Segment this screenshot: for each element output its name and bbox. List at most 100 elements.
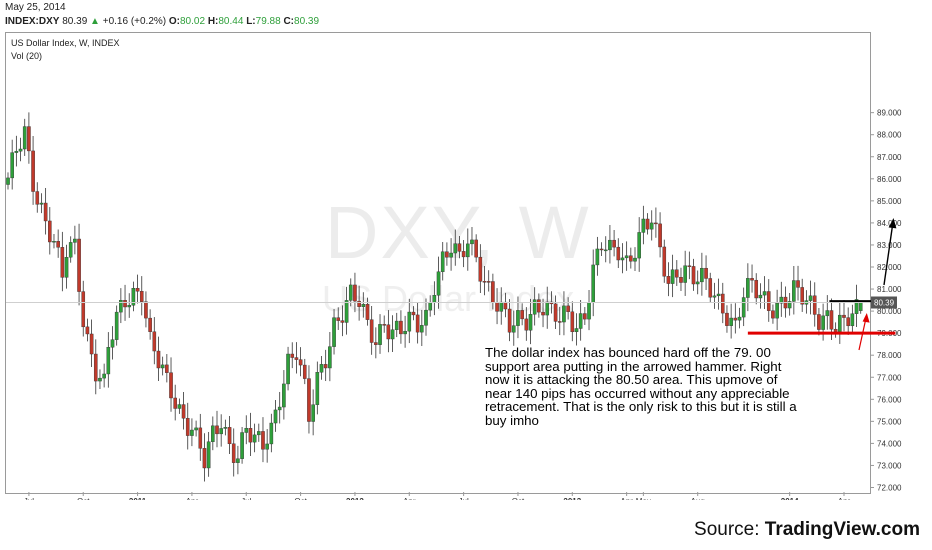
candle-body: [420, 325, 424, 333]
candle-body: [382, 324, 387, 326]
candle-body: [478, 256, 483, 282]
candle-body: [298, 359, 303, 366]
candle-body: [73, 238, 77, 243]
candle-body: [424, 309, 428, 326]
source-brand: TradingView.com: [764, 519, 920, 540]
candle-body: [323, 364, 328, 369]
candle-body: [758, 294, 763, 299]
y-tick-label: 84.000: [877, 219, 902, 228]
x-tick-label: Apr: [403, 497, 416, 500]
last-price-badge-label: 80.39: [874, 299, 895, 308]
x-tick-label: Jul: [459, 497, 469, 500]
candle-body: [160, 364, 165, 369]
x-tick-label: Aug: [691, 497, 705, 500]
up-triangle-icon: ▲: [90, 16, 100, 27]
candle-body: [319, 364, 324, 373]
candle-body: [741, 297, 746, 318]
candle-body: [658, 223, 662, 248]
chart-frame[interactable]: [5, 32, 871, 494]
candle-body: [850, 313, 855, 327]
symbol-label[interactable]: INDEX:DXY: [5, 16, 60, 27]
candle-body: [691, 266, 696, 285]
candle-body: [369, 319, 374, 343]
y-tick-label: 87.000: [877, 153, 902, 162]
candle-body: [712, 295, 717, 298]
candle-body: [386, 324, 391, 340]
x-tick-label: Apr: [838, 497, 851, 500]
candle-body: [436, 271, 441, 296]
candle-body: [495, 302, 499, 312]
candle-body: [779, 296, 784, 304]
candle-body: [821, 315, 825, 330]
candle-body: [361, 304, 366, 307]
candle-body: [754, 279, 759, 299]
candle-body: [612, 239, 616, 248]
watermark-name: US Dollar Index: [322, 278, 575, 319]
candle-body: [311, 404, 315, 422]
candle-body: [219, 428, 223, 435]
candle-body: [236, 458, 240, 463]
candle-body: [503, 301, 508, 310]
candle-body: [511, 325, 516, 333]
candle-body: [148, 317, 152, 332]
up-arrow-icon: [883, 221, 894, 286]
candle-body: [750, 278, 754, 281]
price-chart[interactable]: 72.000 73.000 74.000 75.000 76.000 77.000 78.0…: [0, 0, 932, 500]
candle-body: [445, 251, 449, 258]
candle-body: [336, 317, 341, 321]
candle-body: [796, 280, 800, 288]
y-tick-label: 85.000: [877, 197, 902, 206]
candle-body: [60, 247, 65, 278]
x-tick-label: 2011: [129, 497, 147, 500]
candle-body: [215, 425, 219, 435]
candle-body: [775, 302, 779, 319]
candle-body: [227, 427, 232, 445]
candle-body: [800, 287, 804, 305]
y-tick-label: 89.000: [877, 109, 902, 118]
candle-body: [52, 241, 56, 243]
candle-body: [432, 295, 437, 303]
x-tick-label: 2012: [346, 497, 364, 500]
candle-body: [190, 429, 194, 436]
candle-body: [374, 342, 378, 345]
y-tick-label: 77.000: [877, 373, 902, 382]
candle-body: [716, 293, 721, 297]
y-tick-label: 82.000: [877, 263, 902, 272]
candle-body: [344, 300, 349, 323]
candle-body: [792, 280, 796, 302]
header-quote: INDEX:DXY 80.39 ▲ +0.16 (+0.2%) O:80.02 …: [5, 16, 319, 27]
candle-body: [637, 232, 641, 259]
candle-body: [817, 314, 821, 330]
candle-body: [39, 202, 44, 205]
candle-body: [206, 441, 211, 469]
candle-body: [557, 321, 562, 323]
candle-body: [708, 278, 713, 298]
candle-body: [390, 329, 395, 340]
candle-body: [666, 276, 671, 284]
candle-body: [704, 267, 708, 279]
candle-body: [131, 288, 136, 306]
candle-body: [595, 248, 600, 266]
y-tick-label: 74.000: [877, 439, 902, 448]
candle-body: [482, 281, 487, 283]
candle-body: [474, 239, 478, 258]
candle-body: [31, 150, 35, 192]
candle-body: [499, 301, 504, 312]
candle-body: [570, 311, 575, 333]
candle-body: [466, 243, 470, 258]
candle-body: [110, 339, 115, 348]
candle-body: [662, 246, 667, 277]
close-value: 80.39: [294, 16, 320, 27]
candle-body: [808, 295, 813, 301]
candle-body: [257, 431, 261, 436]
candle-body: [198, 427, 203, 449]
candle-body: [629, 255, 633, 262]
pane-title: US Dollar Index, W, INDEX: [11, 38, 120, 48]
candle-body: [725, 312, 729, 326]
candle-body: [440, 251, 445, 272]
candle-body: [516, 310, 520, 326]
annotation-text: The dollar index has bounced hard off th…: [485, 345, 797, 428]
candle-body: [545, 301, 550, 316]
candle-body: [470, 239, 474, 245]
candle-body: [194, 427, 198, 431]
